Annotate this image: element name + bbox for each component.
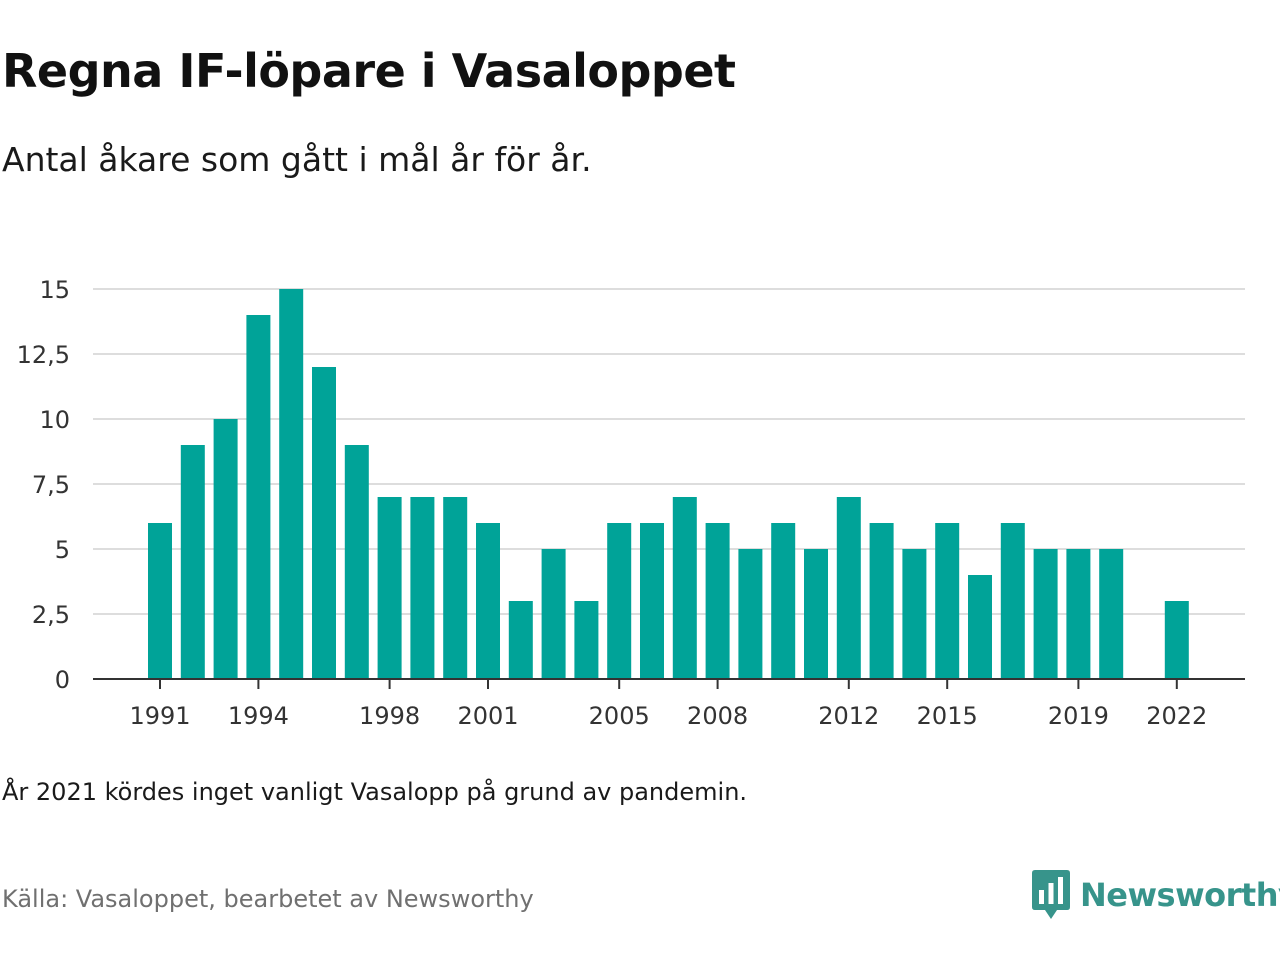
- footnote: År 2021 kördes inget vanligt Vasalopp på…: [2, 778, 748, 806]
- bar: [148, 523, 172, 679]
- bar: [508, 601, 533, 679]
- bar-chart: 0 2,5 5 7,5 10 12,5 15 1991 1994 1998 2001 2005 200…: [17, 276, 1245, 730]
- y-axis-labels: 0 2,5 5 7,5 10 12,5 15: [17, 276, 70, 694]
- bar: [738, 549, 763, 679]
- bar: [213, 419, 238, 679]
- bar: [312, 367, 336, 679]
- newsworthy-logo: Newsworthy: [1032, 870, 1280, 920]
- bar: [771, 523, 796, 679]
- bar: [476, 523, 500, 679]
- x-axis: [93, 678, 1245, 689]
- y-tick-label: 7,5: [32, 471, 70, 499]
- bar: [1000, 523, 1025, 679]
- bar: [443, 497, 468, 679]
- x-tick-label: 1994: [228, 702, 289, 730]
- chart-title: Regna IF-löpare i Vasaloppet: [2, 44, 736, 98]
- bar: [574, 601, 599, 679]
- bar: [672, 497, 697, 679]
- bar: [607, 523, 632, 679]
- bars: [148, 289, 1189, 679]
- y-tick-label: 10: [39, 406, 70, 434]
- bar: [541, 549, 566, 679]
- bar: [869, 523, 894, 679]
- chart-subtitle: Antal åkare som gått i mål år för år.: [2, 140, 592, 179]
- x-tick-label: 2001: [457, 702, 518, 730]
- chart-speech-bubble-icon: [1032, 870, 1070, 919]
- bar: [410, 497, 435, 679]
- x-tick-label: 1998: [359, 702, 420, 730]
- y-tick-label: 12,5: [17, 341, 70, 369]
- bar: [344, 445, 369, 679]
- bar: [902, 549, 927, 679]
- x-tick-label: 2012: [818, 702, 879, 730]
- x-tick-label: 2022: [1146, 702, 1207, 730]
- bar: [968, 575, 992, 679]
- bar: [279, 289, 304, 679]
- logo-text: Newsworthy: [1080, 876, 1280, 914]
- x-tick-label: 2005: [589, 702, 650, 730]
- bar: [1066, 549, 1091, 679]
- source-text: Källa: Vasaloppet, bearbetet av Newswort…: [2, 885, 534, 913]
- x-axis-labels: 1991 1994 1998 2001 2005 2008 2012 2015 2019 2022: [129, 702, 1207, 730]
- x-tick-label: 2008: [687, 702, 748, 730]
- x-tick-label: 2015: [917, 702, 978, 730]
- x-tick-label: 2019: [1048, 702, 1109, 730]
- x-tick-label: 1991: [129, 702, 190, 730]
- bar: [1099, 549, 1124, 679]
- y-tick-label: 2,5: [32, 601, 70, 629]
- y-tick-label: 15: [39, 276, 70, 304]
- bar: [836, 497, 861, 679]
- bar: [246, 315, 271, 679]
- bar: [1033, 549, 1058, 679]
- bar: [804, 549, 828, 679]
- bar: [705, 523, 730, 679]
- bar: [377, 497, 402, 679]
- bar: [640, 523, 664, 679]
- y-tick-label: 5: [55, 536, 70, 564]
- bar: [935, 523, 960, 679]
- bar: [1164, 601, 1189, 679]
- bar: [180, 445, 205, 679]
- y-tick-label: 0: [55, 666, 70, 694]
